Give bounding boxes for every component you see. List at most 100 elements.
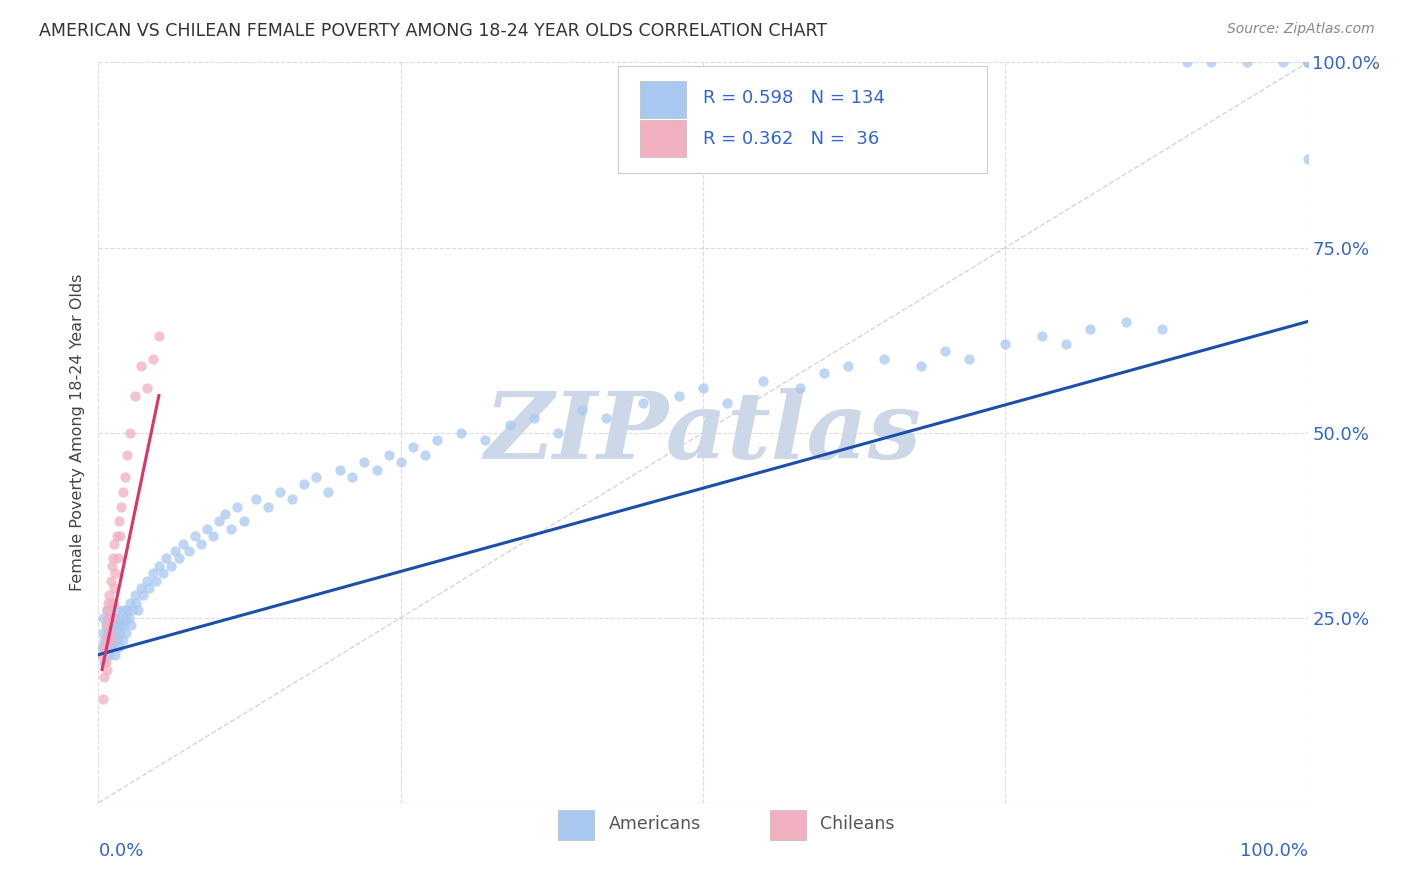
Text: AMERICAN VS CHILEAN FEMALE POVERTY AMONG 18-24 YEAR OLDS CORRELATION CHART: AMERICAN VS CHILEAN FEMALE POVERTY AMONG… [39, 22, 828, 40]
Point [100, 610, 122, 624]
Point [100, 596, 122, 610]
Point [125, 596, 148, 610]
Point [1296, 55, 1319, 70]
Point [752, 374, 775, 388]
Y-axis label: Female Poverty Among 18-24 Year Olds: Female Poverty Among 18-24 Year Olds [70, 274, 86, 591]
Point [221, 522, 243, 536]
Point [232, 515, 254, 529]
Point [163, 544, 186, 558]
Point [934, 344, 956, 359]
Point [169, 551, 191, 566]
Point [111, 603, 134, 617]
Point [101, 640, 124, 655]
Point [1296, 55, 1319, 70]
Point [91, 610, 114, 624]
Point [127, 603, 149, 617]
Point [152, 566, 174, 581]
Point [226, 500, 249, 514]
Point [1031, 329, 1053, 343]
Point [100, 574, 122, 588]
Point [692, 381, 714, 395]
Point [104, 610, 127, 624]
Point [111, 632, 134, 647]
Point [93, 655, 115, 669]
Point [1296, 55, 1319, 70]
Point [91, 625, 114, 640]
Point [108, 515, 131, 529]
Point [292, 477, 315, 491]
Point [98, 648, 121, 662]
Point [110, 618, 132, 632]
Point [104, 648, 127, 662]
Point [96, 663, 118, 677]
Point [107, 632, 129, 647]
Point [1296, 55, 1319, 70]
Text: Americans: Americans [609, 814, 702, 832]
Point [142, 566, 165, 581]
Point [97, 610, 120, 624]
Point [195, 522, 218, 536]
Point [108, 529, 131, 543]
Point [91, 640, 114, 655]
Point [1236, 55, 1258, 70]
Point [1296, 55, 1319, 70]
Point [402, 441, 425, 455]
Point [208, 515, 231, 529]
Point [547, 425, 569, 440]
Point [94, 618, 117, 632]
Point [1296, 55, 1319, 70]
Point [571, 403, 593, 417]
Point [172, 536, 194, 550]
Point [108, 640, 131, 655]
Point [342, 470, 364, 484]
Point [96, 625, 118, 640]
Point [1296, 55, 1319, 70]
Point [377, 448, 399, 462]
Text: 100.0%: 100.0% [1240, 842, 1308, 860]
Point [994, 336, 1017, 351]
Point [115, 625, 138, 640]
Point [1296, 55, 1319, 70]
Point [100, 640, 122, 655]
Point [118, 610, 141, 624]
Point [148, 329, 170, 343]
Point [631, 396, 654, 410]
Point [910, 359, 932, 373]
Point [118, 596, 141, 610]
Point [1296, 55, 1319, 70]
Point [1296, 55, 1319, 70]
Point [91, 692, 114, 706]
Point [98, 589, 121, 603]
Point [101, 596, 124, 610]
Point [498, 418, 520, 433]
Point [117, 448, 139, 462]
Point [389, 455, 412, 469]
Point [474, 433, 496, 447]
Point [873, 351, 896, 366]
FancyBboxPatch shape [640, 120, 686, 157]
Point [202, 529, 225, 543]
Point [256, 500, 278, 514]
Point [132, 589, 155, 603]
Point [716, 396, 738, 410]
Point [1199, 55, 1222, 70]
Point [114, 610, 136, 624]
Point [94, 648, 117, 662]
Point [98, 625, 121, 640]
Point [595, 410, 617, 425]
Point [96, 603, 118, 617]
Point [105, 603, 128, 617]
Point [1296, 55, 1319, 70]
Point [1054, 336, 1077, 351]
Point [160, 558, 183, 573]
Point [104, 566, 127, 581]
Point [1296, 55, 1319, 70]
Point [110, 500, 132, 514]
Point [269, 484, 291, 499]
Point [138, 581, 160, 595]
Point [107, 551, 129, 566]
Text: R = 0.362   N =  36: R = 0.362 N = 36 [703, 129, 879, 148]
Point [103, 632, 125, 647]
Point [135, 574, 157, 588]
Point [96, 618, 118, 632]
